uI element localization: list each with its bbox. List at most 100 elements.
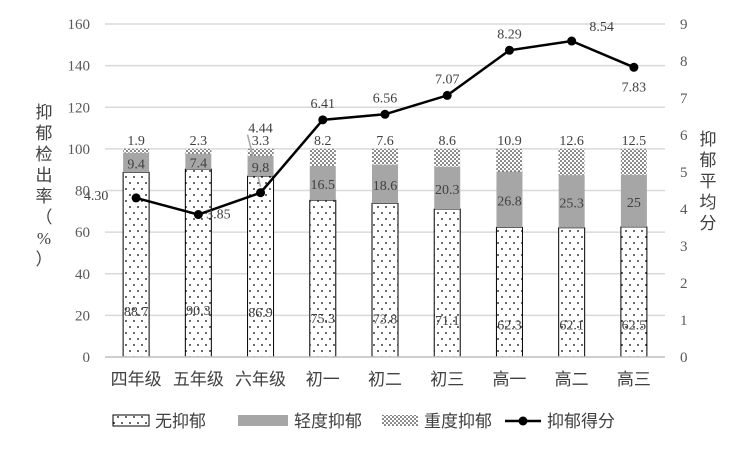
bar-data-label: 75.3 <box>311 312 336 327</box>
score-point <box>567 36 577 46</box>
bar-data-label: 1.9 <box>127 134 145 149</box>
x-tick-label: 六年级 <box>235 370 286 389</box>
score-point <box>318 115 328 125</box>
y2-tick-label: 8 <box>680 54 688 70</box>
bar-data-label: 25 <box>627 196 641 211</box>
bar-data-label: 12.5 <box>622 134 647 149</box>
bar-重度抑郁 <box>620 148 647 175</box>
y-tick-label: 140 <box>68 59 91 75</box>
score-point <box>256 188 266 198</box>
score-data-label: 7.83 <box>622 80 647 95</box>
y-tick-label: 100 <box>68 142 91 158</box>
bar-data-label: 7.4 <box>190 156 208 171</box>
bar-data-label: 62.5 <box>622 318 647 333</box>
y-tick-label: 60 <box>75 225 90 241</box>
y-tick-label: 40 <box>75 267 90 283</box>
legend-label: 抑郁得分 <box>547 412 615 431</box>
bar-data-label: 3.3 <box>252 134 270 149</box>
bar-重度抑郁 <box>558 148 585 176</box>
score-data-label: 4.44 <box>248 122 273 137</box>
bar-data-label: 88.7 <box>124 305 149 320</box>
legend: 无抑郁 轻度抑郁 重度抑郁 抑郁得分 <box>112 412 615 431</box>
y-tick-label: 20 <box>75 308 90 324</box>
y2-tick-label: 4 <box>680 202 688 218</box>
legend-label: 无抑郁 <box>155 412 206 431</box>
bar-重度抑郁 <box>309 148 336 166</box>
bar-无抑郁 <box>558 227 586 358</box>
y2-tick-label: 9 <box>680 17 688 33</box>
score-data-label: 4.30 <box>84 189 109 204</box>
bar-轻度抑郁 <box>185 153 212 170</box>
score-point <box>629 62 639 72</box>
x-tick-label: 初二 <box>368 370 402 389</box>
bar-data-label: 8.2 <box>314 134 332 149</box>
bar-轻度抑郁 <box>434 166 461 210</box>
y-tick-label: 160 <box>68 17 91 33</box>
bar-无抑郁 <box>620 226 648 358</box>
legend-label: 重度抑郁 <box>424 412 492 431</box>
bar-data-label: 12.6 <box>559 134 584 149</box>
bar-轻度抑郁 <box>620 174 647 227</box>
bar-data-label: 62.3 <box>497 319 522 334</box>
bar-重度抑郁 <box>372 148 398 165</box>
legend-label: 轻度抑郁 <box>294 412 362 431</box>
bar-data-label: 8.6 <box>438 134 456 149</box>
y2-tick-label: 6 <box>680 128 688 144</box>
score-point <box>193 210 203 220</box>
score-point <box>504 45 514 55</box>
bar-data-label: 16.5 <box>311 178 336 193</box>
y2-tick-label: 3 <box>680 239 688 255</box>
bar-data-label: 9.8 <box>252 161 270 176</box>
bar-data-label: 86.9 <box>248 306 273 321</box>
bar-轻度抑郁 <box>372 164 398 204</box>
bar-无抑郁 <box>247 175 275 358</box>
bar-轻度抑郁 <box>496 171 523 228</box>
bar-data-label: 73.8 <box>373 313 398 328</box>
y2-axis-title: 抑郁平均分 <box>700 130 717 233</box>
score-data-label: 6.56 <box>373 91 398 106</box>
score-data-label: 8.29 <box>497 27 522 42</box>
bar-轻度抑郁 <box>309 165 336 201</box>
x-tick-label: 高一 <box>492 370 526 389</box>
y2-tick-label: 0 <box>680 350 688 366</box>
x-tick-label: 四年级 <box>111 370 162 389</box>
bar-data-label: 20.3 <box>435 183 460 198</box>
bar-data-label: 71.1 <box>435 314 460 329</box>
bar-data-label: 90.3 <box>186 304 211 319</box>
score-data-label: 3.85 <box>206 208 231 223</box>
bar-重度抑郁 <box>123 148 150 153</box>
bar-重度抑郁 <box>247 148 274 156</box>
legend-swatch <box>112 414 150 427</box>
score-point <box>131 193 141 203</box>
bar-data-label: 2.3 <box>190 134 208 149</box>
score-data-label: 7.07 <box>435 72 460 87</box>
bar-data-label: 10.9 <box>497 134 522 149</box>
score-point <box>380 109 390 119</box>
legend-swatch <box>238 415 288 426</box>
y-tick-label: 120 <box>68 100 91 116</box>
bar-轻度抑郁 <box>558 175 585 228</box>
y2-tick-label: 2 <box>680 276 688 292</box>
x-tick-label: 初三 <box>430 370 464 389</box>
y2-tick-label: 5 <box>680 165 688 181</box>
score-point <box>442 90 452 100</box>
bar-无抑郁 <box>371 202 399 358</box>
bar-无抑郁 <box>122 171 150 358</box>
bar-data-label: 7.6 <box>376 134 394 149</box>
y-axis-title: 抑郁检出率（%） <box>36 103 53 269</box>
y2-tick-label: 1 <box>680 313 688 329</box>
legend-marker-icon <box>518 416 528 426</box>
bar-data-label: 18.6 <box>373 179 398 194</box>
label-leader-line <box>246 134 262 187</box>
bar-data-label: 9.4 <box>127 158 145 173</box>
y-tick-label: 80 <box>75 184 90 200</box>
score-data-label: 6.41 <box>311 97 336 112</box>
legend-swatch <box>382 415 418 426</box>
bar-data-label: 25.3 <box>559 196 584 211</box>
bar-重度抑郁 <box>434 148 461 167</box>
bar-data-label: 26.8 <box>497 194 522 209</box>
bar-无抑郁 <box>309 199 337 358</box>
x-tick-label: 五年级 <box>173 370 224 389</box>
bar-重度抑郁 <box>185 148 212 154</box>
